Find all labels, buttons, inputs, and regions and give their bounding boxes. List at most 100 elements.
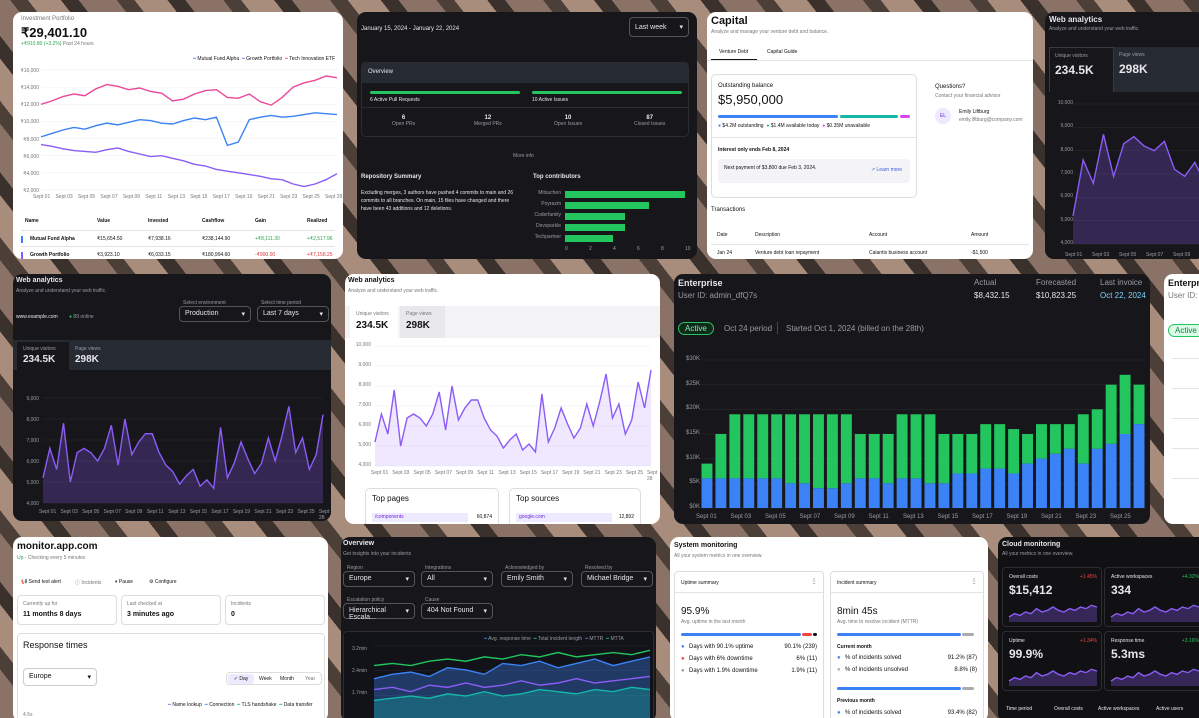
site-name[interactable]: www.example.com [16,314,58,320]
bar-segment-green [1119,374,1131,434]
actual-label: Actual [974,278,997,287]
pause-button[interactable]: ⏸ Pause [115,579,134,585]
unique-visitors-tab[interactable]: Unique visitors 234.5K [350,306,398,338]
filter-label: Resolved by [585,565,613,571]
bar-segment-green [771,414,783,479]
page-views-tab[interactable]: Page views 298K [1114,47,1199,92]
y-tick-label: ₹6,000 [23,153,39,160]
top-source-item[interactable]: google.com [516,513,612,522]
portfolio-value: ₹29,401.10 [21,25,88,40]
more-info-link[interactable]: More info [513,153,534,159]
bar-segment-green [868,434,880,479]
y-tick-label: 8,000 [1060,146,1073,153]
filter-select[interactable]: All ▾ [421,571,493,587]
mtta-line [373,686,651,702]
period-label: Select time period [261,300,302,306]
unique-visitors-tab[interactable]: Unique visitors 234.5K [1049,47,1114,92]
bar-segment-blue [1036,458,1047,508]
x-tick-label: Sept 15 [189,509,208,515]
filter-select[interactable]: Emily Smith ▾ [501,571,573,587]
bar-segment-green [1008,429,1020,474]
x-tick-label: Sept 09 [834,514,855,520]
filter-select[interactable]: Europe ▾ [343,571,415,587]
bar-segment-green [785,414,797,484]
wa2-subtitle: Analyze and understand your web traffic. [16,288,107,294]
sys-subtitle: All your system metrics in one overview. [674,553,763,559]
stat-open-prs[interactable]: 6 Open PRs [392,115,416,127]
send-test-alert-button[interactable]: 📢 Send test alert [21,579,61,585]
range-month[interactable]: Month [280,676,294,682]
top-page-item[interactable]: /components [372,513,468,522]
x-tick-label: Sept 05 [1119,252,1137,258]
contributor-label: Devsparkle [535,223,561,229]
x-tick-label: Sept 01 [371,470,389,476]
status-badge: Active [678,322,714,335]
page-views-tab[interactable]: Page views 298K [400,306,445,338]
mttr-sub: Avg. time to resolve incident (MTTR) [837,619,919,625]
system-monitoring-card: System monitoring All your system metric… [670,537,988,718]
x-tick-label: Sept 09 [1173,252,1191,258]
stat-open-issues[interactable]: 10 Open Issues [554,115,583,127]
stat-merged-prs[interactable]: 12 Merged PRs [474,115,502,127]
range-day[interactable]: ✓ Day [228,674,254,684]
sparkline-area [1111,669,1199,686]
sparkline-area [1009,669,1097,686]
y-tick-label: $10K [685,454,700,461]
environment-select[interactable]: Production ▾ [179,306,251,322]
cloud-sparkline [1110,604,1199,622]
contributor-bar [565,191,685,198]
bar-segment-blue [952,473,964,508]
x-tick-label: Sept 28 [319,509,330,521]
time-period-select[interactable]: Last 7 days ▾ [257,306,329,322]
cloud-metric-card[interactable]: Response time +3.16% 5.3ms [1104,631,1199,691]
portfolio-legend: ━ Mutual Fund Alpha ━ Growth Portfolio ━… [193,56,336,62]
x-tick-label: Sept 25 [302,194,320,200]
bar-segment-green [1091,409,1103,449]
filter-select[interactable]: 404 Not Found ▾ [421,603,493,619]
range-toggle[interactable]: ✓ Day Week Month Year [226,672,322,685]
cloud-metric-card[interactable]: Overall costs +1.45% $15,412 [1002,567,1102,627]
advisor-email[interactable]: emily.liftburg@company.com [959,117,1023,123]
bar-segment-blue [1049,453,1061,508]
filter-select[interactable]: Hierarchical Escala... ▾ [343,603,415,621]
top-sources-panel: Top sources google.com 12,892 [509,488,641,524]
wa2-line-area [43,406,323,503]
wa3-subtitle: Analyze and understand your web traffic. [348,288,439,294]
uptime-summary-title: Uptime summary [681,580,719,586]
stat-closed-issues[interactable]: 87 Closed Issues [634,115,666,127]
page-views-tab[interactable]: Page views 298K [75,346,101,365]
learn-more-link[interactable]: ↗ Learn more [870,167,902,173]
response-y-tick: 4.5s [23,712,33,718]
x-tick-label: Sept 05 [765,514,786,520]
filter-select[interactable]: Michael Bridge ▾ [581,571,653,587]
configure-button[interactable]: ⚙ Configure [149,579,177,585]
incidents-y-tick: 3.2min [352,646,368,652]
tab-capital-guide[interactable]: Capital Guide [767,49,798,55]
wa3-line [374,369,652,454]
summary-text: Excluding merges, 3 authors have pushed … [361,190,514,212]
y-tick-label: ₹2,000 [23,188,39,194]
x-tick-label: Sept 15 [519,470,537,476]
x-tick-label: Sept 05 [413,470,431,476]
range-week[interactable]: Week [259,676,272,682]
bar-segment-blue [1105,443,1117,508]
cloud-metric-card[interactable]: Active workspaces +4.32% 334 [1104,567,1199,627]
range-year[interactable]: Year [305,676,316,682]
x-tick-label: Sept 05 [77,194,96,200]
incidents-overview-card: Overview Get insights into your incident… [341,537,656,718]
bar-segment-green [757,414,769,479]
contributor-label: Techpartner [534,234,561,240]
region-select[interactable]: Europe ▾ [23,668,97,686]
invoice-value[interactable]: Oct 22, 2024 [1100,291,1146,300]
period-select[interactable]: Last week ▾ [629,17,689,37]
incident-menu-icon[interactable]: ⋮ [971,579,977,585]
incidents-button[interactable]: ⓘ Incidents [75,580,102,586]
y-tick-label: ₹14,000 [20,85,39,92]
forecast-value: $10,823.25 [1036,291,1077,300]
uptime-menu-icon[interactable]: ⋮ [811,579,817,585]
tab-venture-debt[interactable]: Venture Debt [719,49,749,55]
unique-visitors-tab[interactable]: Unique visitors 234.5K [17,342,69,370]
period-label: Oct 24 period [724,324,773,333]
advisor-name: Emily Liftburg [959,109,990,115]
cloud-metric-card[interactable]: Uptime +1.34% 99.9% [1002,631,1102,691]
